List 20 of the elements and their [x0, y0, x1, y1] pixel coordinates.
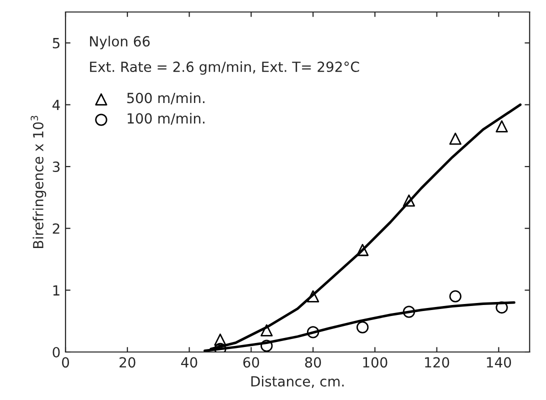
x-tick-label: 80: [305, 357, 321, 368]
y-tick-label: 3: [52, 162, 60, 172]
y-tick-label: 0: [52, 346, 60, 358]
y-tick-label: 1: [53, 285, 60, 296]
legend-label: 100 m/min.: [128, 112, 204, 125]
y-tick-label: 2: [52, 223, 60, 234]
x-tick-label: 0: [62, 357, 70, 368]
annotation: Nylon 66: [90, 36, 150, 50]
legend-label: 500 m/min.: [127, 92, 204, 104]
x-tick-label: 120: [425, 357, 450, 368]
x-tick-label: 20: [120, 357, 136, 368]
x-tick-label: 60: [243, 357, 260, 368]
x-axis-title: Distance, cm.: [251, 376, 344, 388]
x-tick-label: 100: [363, 357, 388, 368]
x-tick-label: 40: [181, 357, 198, 368]
x-tick-label: 140: [486, 357, 512, 368]
y-tick-label: 5: [52, 38, 60, 48]
annotation: Ext. Rate = 2.6 gm/min, Ext. T= 292°C: [90, 61, 360, 75]
y-tick-label: 4: [52, 100, 60, 110]
y-axis-title: Birefringence x 10$^{3}$: [30, 116, 46, 248]
